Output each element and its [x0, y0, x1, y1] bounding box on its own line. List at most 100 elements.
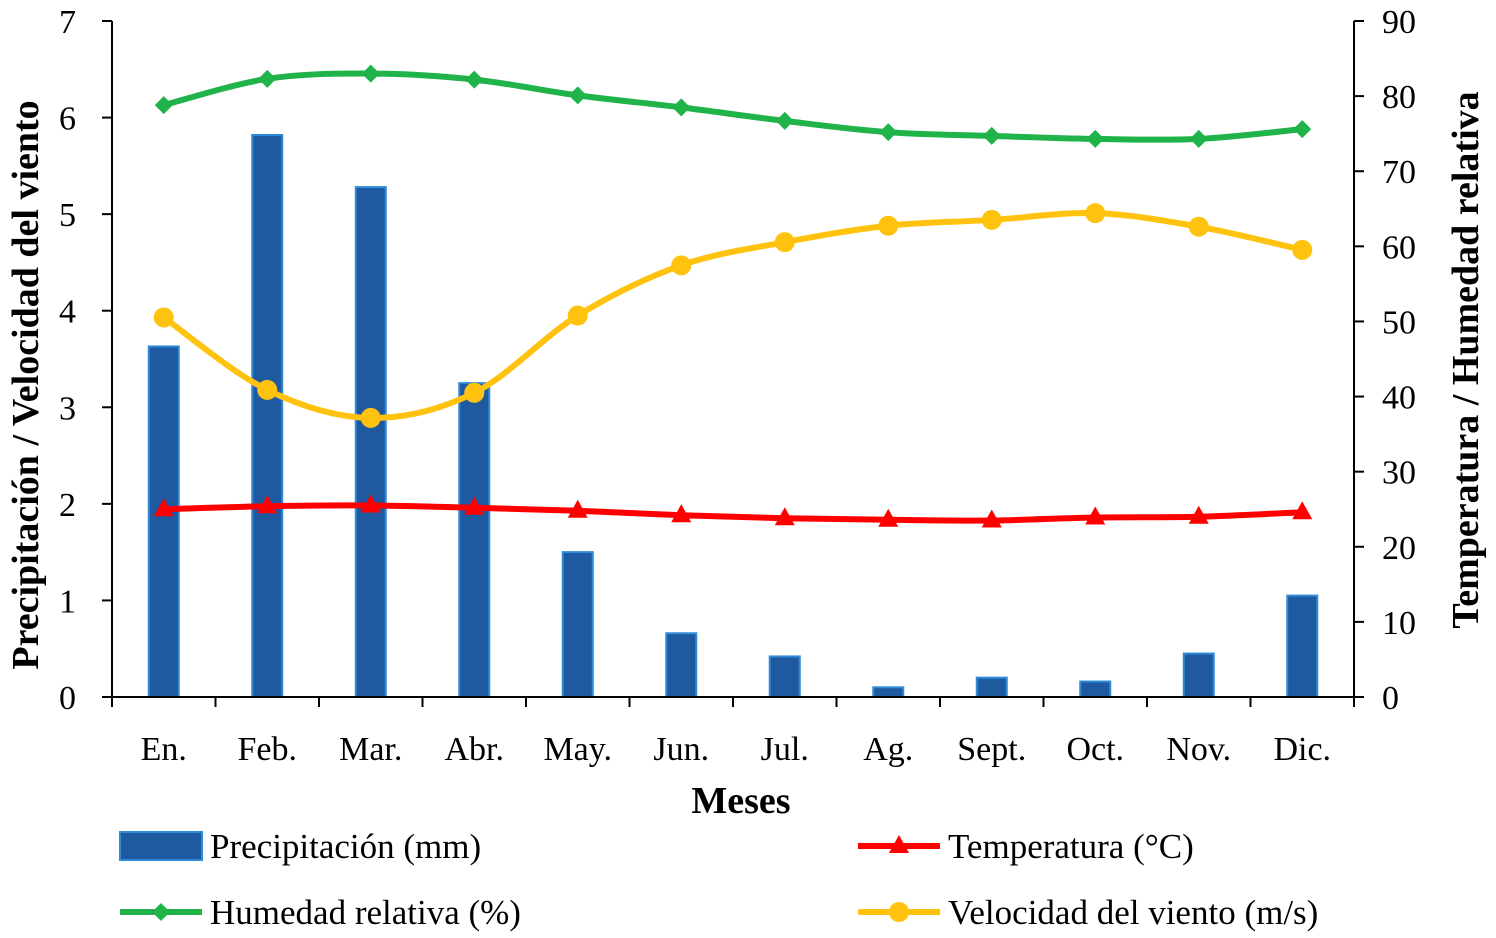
- point-humedad-relativa: [1189, 129, 1208, 148]
- x-tick-label: Jul.: [761, 731, 809, 768]
- x-tick-label: Sept.: [957, 731, 1026, 768]
- right-tick-label: 80: [1382, 79, 1416, 116]
- legend: Precipitación (mm) Temperatura (°C) Humeda…: [119, 827, 1318, 932]
- left-tick-label: 3: [59, 390, 76, 427]
- legend-label: Humedad relativa (%): [210, 893, 521, 932]
- y-axis-title-left: Precipitación / Velocidad del viento: [5, 100, 47, 669]
- point-humedad-relativa: [672, 98, 691, 117]
- point-velocidad-del-viento-m-s: [1292, 239, 1313, 260]
- point-humedad-relativa: [982, 126, 1001, 145]
- point-velocidad-del-viento-m-s: [360, 407, 381, 428]
- bar-precipitacion-mm: [872, 686, 905, 698]
- left-tick-label: 5: [59, 197, 76, 234]
- point-temperatura-c: [1085, 506, 1106, 525]
- left-tick-label: 6: [59, 101, 76, 138]
- ticks: [102, 20, 1364, 707]
- legend-item-precipitacion-mm: Precipitación (mm): [119, 827, 481, 866]
- point-humedad-relativa: [154, 96, 173, 115]
- right-tick-label: 50: [1382, 304, 1416, 341]
- left-tick-label: 1: [59, 583, 76, 620]
- point-velocidad-del-viento-m-s: [567, 305, 588, 326]
- line-temperatura-c: [163, 502, 1303, 524]
- point-velocidad-del-viento-m-s: [1188, 216, 1209, 237]
- bar-precipitacion-mm: [975, 676, 1008, 699]
- bar-precipitacion-mm: [768, 655, 801, 699]
- x-tick-label: Ag.: [863, 731, 913, 768]
- point-humedad-relativa: [361, 64, 380, 83]
- point-temperatura-c: [878, 508, 899, 527]
- x-tick-label: En.: [141, 731, 187, 768]
- point-velocidad-del-viento-m-s: [153, 307, 174, 328]
- legend-swatch-marker: [889, 835, 909, 853]
- left-tick-label: 4: [59, 294, 76, 331]
- x-tick-label: Oct.: [1066, 731, 1124, 768]
- x-tick-label: Jun.: [653, 731, 709, 768]
- bar-precipitacion-mm: [1182, 652, 1215, 698]
- point-humedad-relativa: [1086, 129, 1105, 148]
- point-velocidad-del-viento-m-s: [878, 215, 899, 236]
- bar-precipitacion-mm: [561, 551, 594, 699]
- point-temperatura-c: [1188, 505, 1209, 524]
- right-tick-label: 10: [1382, 605, 1416, 642]
- point-velocidad-del-viento-m-s: [257, 379, 278, 400]
- x-tick-label: Feb.: [238, 731, 298, 768]
- legend-label: Precipitación (mm): [210, 827, 481, 866]
- point-humedad-relativa: [258, 69, 277, 88]
- bar-precipitacion-mm: [1079, 680, 1112, 699]
- line-series: [153, 64, 1313, 528]
- x-axis-title: Meses: [691, 780, 790, 822]
- point-humedad-relativa: [879, 123, 898, 142]
- line-velocidad-del-viento-m-s: [162, 210, 1303, 421]
- x-tick-label: Nov.: [1166, 731, 1231, 768]
- point-temperatura-c: [981, 509, 1002, 528]
- point-temperatura-c: [567, 499, 588, 518]
- legend-item-temperatura-c: Temperatura (°C): [858, 827, 1194, 866]
- right-tick-label: 40: [1382, 380, 1416, 417]
- right-tick-label: 60: [1382, 229, 1416, 266]
- legend-item-humedad-relativa: Humedad relativa (%): [120, 893, 521, 932]
- precipitation-bars: [147, 133, 1319, 699]
- point-temperatura-c: [257, 495, 278, 514]
- legend-swatch: [119, 831, 203, 861]
- point-velocidad-del-viento-m-s: [774, 232, 795, 253]
- point-temperatura-c: [153, 498, 174, 517]
- line-humedad-relativa: [163, 70, 1303, 143]
- bar-precipitacion-mm: [665, 632, 698, 699]
- point-temperatura-c: [360, 494, 381, 513]
- bar-precipitacion-mm: [147, 345, 180, 698]
- bar-precipitacion-mm: [458, 382, 491, 698]
- x-tick-label: Abr.: [445, 731, 505, 768]
- point-velocidad-del-viento-m-s: [464, 382, 485, 403]
- right-tick-label: 30: [1382, 455, 1416, 492]
- legend-swatch-marker: [889, 902, 909, 922]
- point-temperatura-c: [1292, 501, 1313, 520]
- point-temperatura-c: [774, 507, 795, 526]
- axes: [111, 21, 1355, 698]
- point-humedad-relativa: [775, 111, 794, 130]
- point-temperatura-c: [464, 496, 485, 515]
- left-tick-label: 0: [59, 680, 76, 717]
- right-tick-label: 70: [1382, 154, 1416, 191]
- legend-swatch-marker: [152, 903, 170, 921]
- legend-label: Temperatura (°C): [948, 827, 1194, 866]
- right-tick-label: 0: [1382, 680, 1399, 717]
- point-humedad-relativa: [465, 70, 484, 89]
- left-tick-label: 7: [59, 4, 76, 41]
- right-tick-label: 90: [1382, 4, 1416, 41]
- left-tick-label: 2: [59, 487, 76, 524]
- point-velocidad-del-viento-m-s: [1085, 203, 1106, 224]
- point-humedad-relativa: [568, 86, 587, 105]
- point-humedad-relativa: [1293, 120, 1312, 139]
- right-tick-label: 20: [1382, 530, 1416, 567]
- bar-precipitacion-mm: [354, 186, 387, 699]
- bar-precipitacion-mm: [1286, 594, 1319, 698]
- y-axis-title-right: Temperatura / Humedad relativa: [1445, 91, 1487, 628]
- point-velocidad-del-viento-m-s: [671, 255, 692, 276]
- point-velocidad-del-viento-m-s: [981, 209, 1002, 230]
- legend-label: Velocidad del viento (m/s): [948, 893, 1318, 932]
- x-tick-label: Dic.: [1273, 731, 1331, 768]
- bar-precipitacion-mm: [251, 133, 284, 698]
- point-temperatura-c: [671, 504, 692, 523]
